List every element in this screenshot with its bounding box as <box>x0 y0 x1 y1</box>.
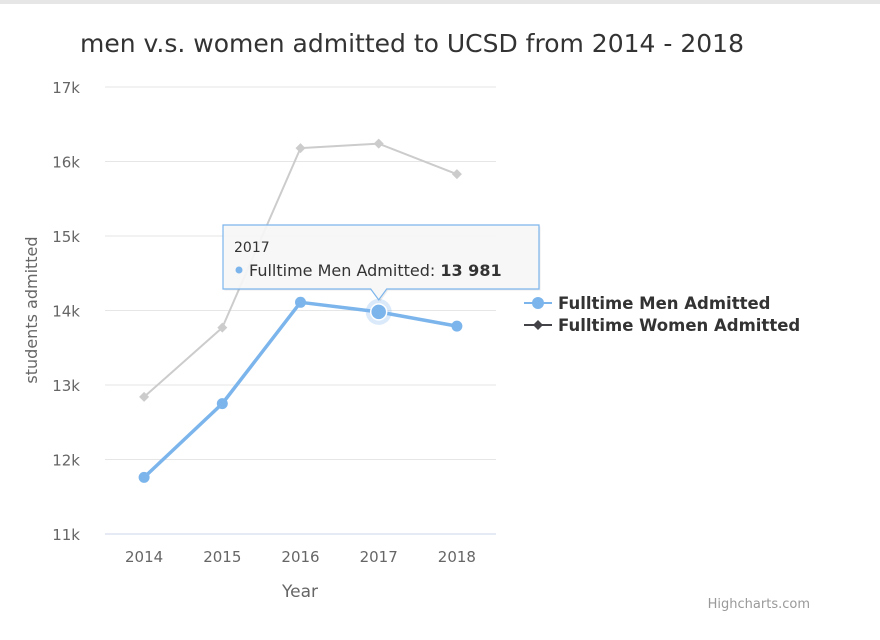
tooltip-line: Fulltime Men Admitted: 13 981 <box>249 261 502 280</box>
tooltip-box <box>222 224 540 301</box>
series-plot-area <box>138 138 463 483</box>
tooltip-header: 2017 <box>234 240 270 256</box>
tooltip-value: 13 981 <box>440 261 501 280</box>
legend-label: Fulltime Women Admitted <box>558 316 800 335</box>
legend-item-1[interactable]: Fulltime Women Admitted <box>524 316 800 335</box>
legend-label: Fulltime Men Admitted <box>558 294 771 313</box>
window-top-edge <box>0 0 880 4</box>
data-point[interactable] <box>295 143 306 154</box>
y-tick-label: 11k <box>52 526 80 544</box>
y-axis-tick-labels: 11k 12k 13k 14k 15k 16k 17k <box>52 79 80 544</box>
series-0[interactable] <box>138 296 463 483</box>
series-1[interactable] <box>139 138 462 402</box>
data-point[interactable] <box>373 138 384 149</box>
legend-item-0[interactable]: Fulltime Men Admitted <box>524 294 771 313</box>
legend-marker-diamond <box>533 320 543 330</box>
x-axis-title: Year <box>281 582 318 602</box>
data-point[interactable] <box>217 322 228 333</box>
x-tick-label: 2014 <box>125 548 163 566</box>
legend: Fulltime Men Admitted Fulltime Women Admi… <box>524 294 800 335</box>
data-point[interactable] <box>139 391 150 402</box>
x-tick-label: 2017 <box>360 548 398 566</box>
x-tick-label: 2015 <box>203 548 241 566</box>
tooltip: 2017 Fulltime Men Admitted: 13 981 <box>222 224 541 302</box>
tooltip-series-label: Fulltime Men Admitted: <box>249 261 440 280</box>
y-tick-label: 16k <box>52 154 80 172</box>
data-point[interactable] <box>138 471 150 483</box>
y-tick-label: 12k <box>52 452 80 470</box>
legend-marker-circle <box>532 297 544 309</box>
y-tick-label: 17k <box>52 79 80 97</box>
tooltip-series-dot <box>235 266 243 274</box>
data-point[interactable] <box>451 169 462 180</box>
data-point-hovered[interactable] <box>369 303 388 321</box>
y-tick-label: 14k <box>52 303 80 321</box>
x-tick-label: 2016 <box>281 548 319 566</box>
y-tick-label: 13k <box>52 377 80 395</box>
series-line[interactable] <box>142 300 459 480</box>
y-axis-title: students admitted <box>22 236 41 383</box>
chart-title: men v.s. women admitted to UCSD from 201… <box>80 29 744 58</box>
y-tick-label: 15k <box>52 228 80 246</box>
x-tick-label: 2018 <box>438 548 476 566</box>
grid-lines <box>105 86 496 460</box>
data-point[interactable] <box>451 320 463 332</box>
x-axis-tick-labels: 2014 2015 2016 2017 2018 <box>125 548 476 566</box>
credits-link[interactable]: Highcharts.com <box>708 597 810 612</box>
data-point[interactable] <box>295 296 306 308</box>
data-point[interactable] <box>216 398 228 410</box>
